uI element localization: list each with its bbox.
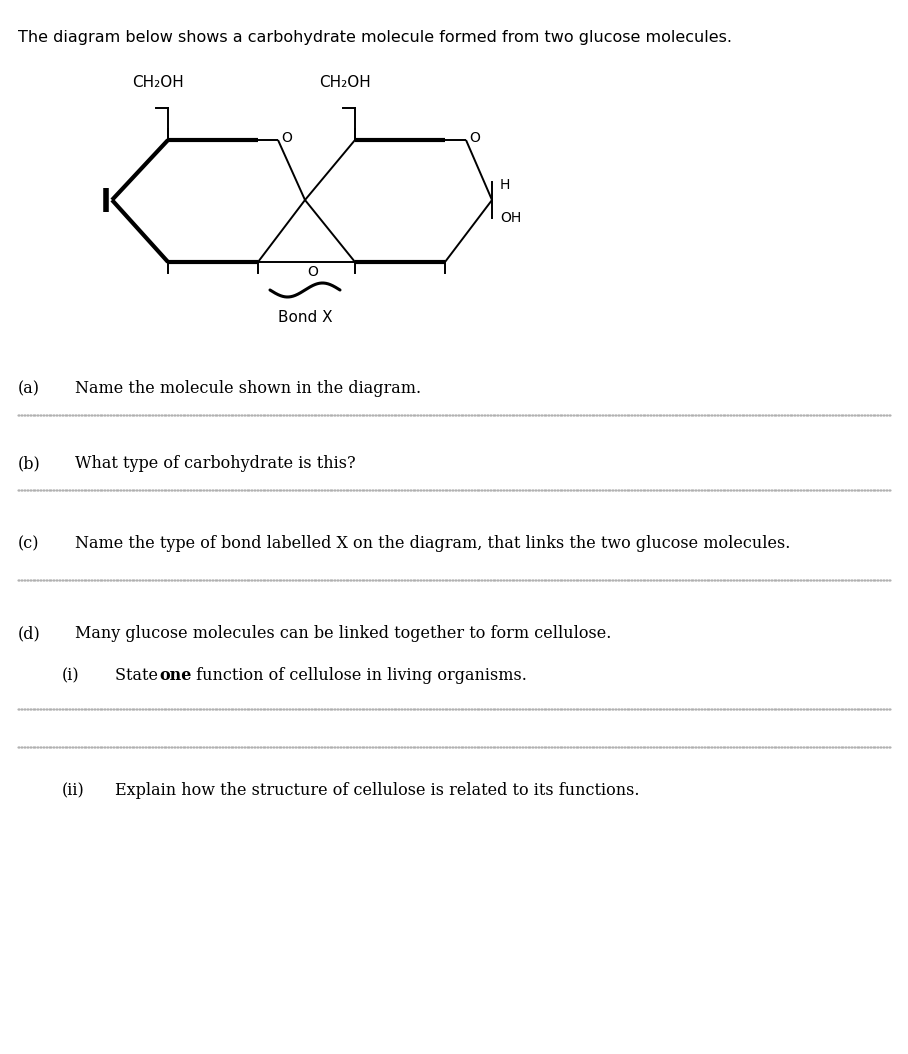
- Text: O: O: [281, 131, 291, 145]
- Text: Bond X: Bond X: [278, 310, 332, 325]
- Text: (ii): (ii): [62, 782, 84, 799]
- Text: one: one: [159, 667, 192, 684]
- Text: OH: OH: [500, 211, 521, 225]
- Text: function of cellulose in living organisms.: function of cellulose in living organism…: [191, 667, 527, 684]
- Text: (c): (c): [18, 535, 40, 552]
- Text: Explain how the structure of cellulose is related to its functions.: Explain how the structure of cellulose i…: [115, 782, 639, 799]
- Text: O: O: [307, 265, 318, 279]
- Text: The diagram below shows a carbohydrate molecule formed from two glucose molecule: The diagram below shows a carbohydrate m…: [18, 30, 732, 45]
- Text: O: O: [469, 131, 479, 145]
- Text: CH₂OH: CH₂OH: [133, 75, 184, 90]
- Text: Name the type of bond labelled X on the diagram, that links the two glucose mole: Name the type of bond labelled X on the …: [75, 535, 790, 552]
- Text: What type of carbohydrate is this?: What type of carbohydrate is this?: [75, 455, 356, 472]
- Text: Name the molecule shown in the diagram.: Name the molecule shown in the diagram.: [75, 380, 421, 397]
- Text: (a): (a): [18, 380, 40, 397]
- Text: (i): (i): [62, 667, 80, 684]
- Text: Many glucose molecules can be linked together to form cellulose.: Many glucose molecules can be linked tog…: [75, 625, 611, 642]
- Text: (b): (b): [18, 455, 41, 472]
- Text: CH₂OH: CH₂OH: [319, 75, 370, 90]
- Text: H: H: [500, 178, 510, 192]
- Text: (d): (d): [18, 625, 41, 642]
- Text: State: State: [115, 667, 163, 684]
